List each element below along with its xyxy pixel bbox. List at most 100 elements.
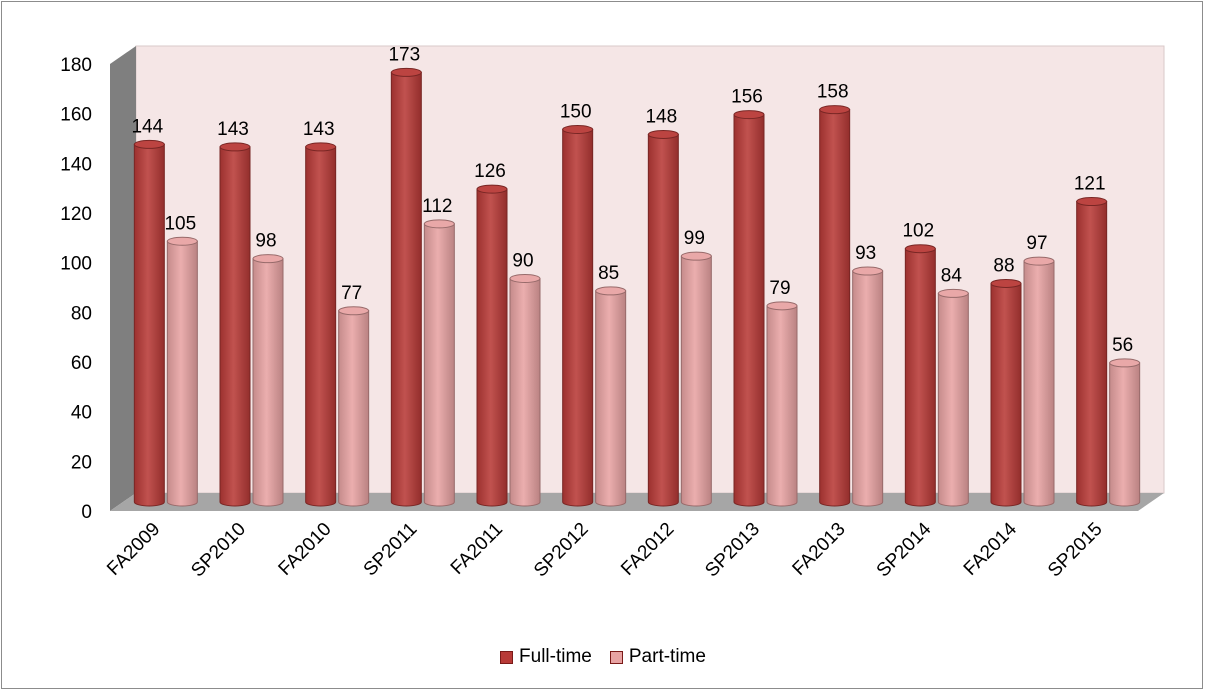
bar-body: [937, 292, 969, 507]
y-tick-label: 120: [60, 204, 92, 225]
data-label: 85: [598, 263, 619, 284]
bar-body: [509, 278, 541, 507]
legend-item-part-time: Part-time: [609, 646, 706, 668]
bar-body: [338, 310, 370, 507]
bar-top: [166, 236, 198, 246]
y-tick-label: 0: [81, 502, 92, 523]
bar-full-time-SP2010: [219, 142, 251, 507]
bar-body: [904, 248, 936, 507]
bar-part-time-FA2013: [852, 266, 884, 507]
bar-body: [819, 109, 851, 507]
bar-top: [219, 142, 251, 152]
bar-part-time-SP2013: [766, 301, 798, 507]
bar-top: [338, 306, 370, 316]
bar-top: [562, 125, 594, 134]
bar-body: [1023, 260, 1055, 507]
x-tick-label: SP2015: [1044, 519, 1107, 582]
bar-top: [1076, 197, 1108, 207]
bar-top: [476, 184, 508, 194]
bar-top: [990, 278, 1022, 288]
y-tick-label: 100: [60, 254, 92, 275]
y-axis: 0 20 40 60 80 100 120 140 160 180: [60, 55, 92, 523]
data-label: 102: [902, 221, 934, 242]
bar-body: [423, 223, 455, 507]
bar-body: [647, 133, 679, 507]
bar-top: [305, 142, 337, 152]
bar-full-time-FA2012: [647, 129, 679, 507]
bar-part-time-FA2010: [338, 306, 370, 507]
bar-top: [937, 288, 969, 298]
legend-label-part-time: Part-time: [628, 646, 706, 667]
bar-body: [990, 282, 1022, 507]
bar-top: [852, 266, 884, 276]
bar-top: [133, 139, 165, 149]
data-label: 90: [512, 251, 533, 272]
data-label: 99: [684, 228, 705, 249]
bar-full-time-FA2014: [990, 278, 1022, 507]
bar-top: [1109, 358, 1141, 368]
bar-top: [252, 254, 284, 264]
data-label: 112: [422, 196, 452, 217]
legend-label-full-time: Full-time: [519, 646, 592, 667]
data-label: 143: [303, 119, 335, 140]
x-tick-label: FA2009: [103, 519, 164, 580]
x-tick-label: SP2010: [187, 519, 250, 582]
bar-top: [1023, 256, 1055, 266]
bar-body: [852, 270, 884, 507]
side-wall: [110, 46, 136, 511]
bar-top: [904, 244, 936, 254]
bar-part-time-SP2015: [1109, 358, 1141, 507]
data-label: 97: [1026, 233, 1047, 254]
data-label: 126: [474, 161, 506, 182]
y-tick-label: 20: [71, 452, 92, 473]
bar-top: [647, 129, 679, 139]
legend-swatch-full-time: [500, 650, 514, 664]
bar-top: [390, 67, 422, 77]
bar-full-time-SP2013: [733, 110, 765, 507]
data-label: 143: [217, 119, 249, 140]
bar-top: [595, 286, 627, 296]
bar-full-time-FA2009: [133, 139, 165, 507]
data-label: 121: [1074, 174, 1106, 195]
bar-body: [390, 71, 422, 507]
y-tick-label: 40: [71, 403, 92, 424]
bar-body: [562, 129, 594, 507]
bar-full-time-SP2011: [390, 67, 422, 507]
bar-body: [1076, 201, 1108, 507]
y-tick-label: 140: [60, 154, 92, 175]
y-tick-label: 180: [60, 55, 92, 76]
bar-part-time-SP2012: [595, 286, 627, 507]
bar-body: [1109, 362, 1141, 507]
bar-full-time-FA2010: [305, 142, 337, 507]
x-axis: FA2009 SP2010 FA2010 SP2011 FA2011 SP2012 FA20…: [103, 518, 1106, 581]
legend-item-full-time: Full-time: [500, 646, 592, 668]
bar-part-time-FA2011: [509, 274, 541, 507]
legend: Full-time Part-time: [0, 642, 1206, 672]
data-label: 105: [164, 213, 196, 234]
data-label: 98: [255, 231, 276, 252]
bar-part-time-FA2014: [1023, 256, 1055, 507]
bar-body: [166, 240, 198, 507]
bar-body: [733, 114, 765, 507]
data-label: 56: [1112, 335, 1133, 356]
bar-top: [819, 105, 851, 115]
bar-full-time-SP2015: [1076, 197, 1108, 507]
y-tick-label: 160: [60, 105, 92, 126]
x-tick-label: FA2010: [275, 519, 336, 580]
data-label: 88: [993, 255, 1014, 276]
data-label: 77: [341, 283, 362, 304]
data-labels: 144 105 143 98 143 77 173 112 126 90 150 85 148 99 156…: [131, 44, 1133, 356]
bar-body: [305, 146, 337, 507]
x-tick-label: FA2012: [617, 519, 678, 580]
y-tick-label: 60: [71, 353, 92, 374]
data-label: 173: [388, 44, 420, 65]
data-label: 79: [769, 278, 790, 299]
data-label: 150: [560, 102, 592, 123]
bar-full-time-SP2014: [904, 244, 936, 507]
data-label: 144: [131, 116, 163, 137]
bar-body: [219, 146, 251, 507]
bar-body: [133, 143, 165, 507]
bar-body: [252, 258, 284, 507]
bar-body: [766, 305, 798, 507]
x-tick-label: FA2011: [447, 519, 507, 579]
